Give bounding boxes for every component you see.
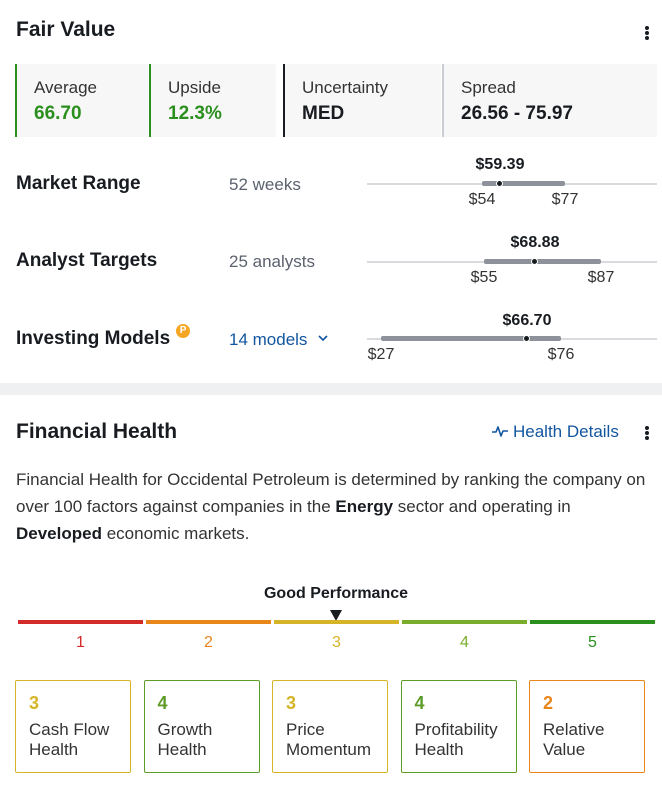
metric-accent-bar bbox=[15, 64, 17, 137]
metric-value: 26.56 - 75.97 bbox=[461, 103, 573, 124]
scale-segment bbox=[146, 620, 271, 624]
market-range-period: 52 weeks bbox=[229, 175, 301, 194]
desc-text: Financial Health for Occidental Petroleu… bbox=[16, 470, 646, 516]
investing-models-marker bbox=[523, 335, 530, 342]
chevron-down-icon bbox=[318, 327, 328, 347]
desc-market: Developed bbox=[16, 524, 102, 543]
metric-spread: Spread 26.56 - 75.97 bbox=[442, 64, 657, 137]
metric-uncertainty: Uncertainty MED bbox=[283, 64, 441, 137]
metric-label: Uncertainty bbox=[302, 78, 388, 97]
scale-number: 2 bbox=[204, 634, 213, 651]
health-category-card[interactable]: 3 Cash Flow Health bbox=[15, 680, 131, 773]
fair-value-more-icon[interactable] bbox=[637, 22, 657, 44]
health-category-score: 4 bbox=[157, 693, 168, 713]
metric-average: Average 66.70 bbox=[15, 64, 148, 137]
fair-value-title: Fair Value bbox=[16, 18, 116, 41]
health-category-score: 3 bbox=[29, 693, 40, 713]
metric-accent-bar bbox=[442, 64, 444, 137]
investing-models-high: $76 bbox=[547, 346, 575, 363]
scale-number: 3 bbox=[332, 634, 341, 651]
desc-text: sector and operating in bbox=[393, 497, 571, 516]
fair-value-card: Fair Value Average 66.70 Upside 12.3% Un… bbox=[0, 0, 662, 383]
analyst-targets-bar bbox=[484, 259, 601, 264]
pulse-icon bbox=[491, 422, 509, 442]
analyst-targets-count: 25 analysts bbox=[229, 252, 315, 271]
health-category-score: 4 bbox=[414, 693, 425, 713]
analyst-targets-low: $55 bbox=[470, 269, 498, 286]
market-range-current: $59.39 bbox=[475, 156, 525, 173]
performance-marker-icon bbox=[330, 610, 342, 621]
scale-number: 4 bbox=[460, 634, 469, 651]
investing-models-count: 14 models bbox=[229, 330, 308, 349]
investing-models-label: Investing Models P bbox=[16, 324, 191, 350]
market-range-high: $77 bbox=[551, 191, 579, 208]
financial-health-title: Financial Health bbox=[16, 420, 178, 443]
health-category-score: 3 bbox=[286, 693, 297, 713]
health-category-card[interactable]: 4 Profitability Health bbox=[400, 680, 517, 773]
metric-value: MED bbox=[302, 103, 345, 124]
health-category-name: Profitability Health bbox=[414, 720, 498, 759]
financial-health-more-icon[interactable] bbox=[637, 422, 657, 444]
investing-models-text: Investing Models bbox=[16, 328, 171, 349]
health-details-link[interactable]: Health Details bbox=[491, 422, 619, 442]
scale-segment bbox=[402, 620, 527, 624]
desc-text: economic markets. bbox=[101, 524, 250, 543]
market-range-marker bbox=[496, 180, 503, 187]
investing-models-low: $27 bbox=[367, 346, 395, 363]
metric-upside: Upside 12.3% bbox=[149, 64, 276, 137]
scale-number: 5 bbox=[588, 634, 597, 651]
market-range-bar bbox=[482, 181, 565, 186]
metric-accent-bar bbox=[149, 64, 151, 137]
financial-health-description: Financial Health for Occidental Petroleu… bbox=[16, 466, 646, 547]
health-category-name: Cash Flow Health bbox=[29, 720, 110, 759]
market-range-label: Market Range bbox=[16, 173, 141, 194]
investing-models-bar bbox=[381, 336, 561, 341]
analyst-targets-current: $68.88 bbox=[510, 234, 560, 251]
scale-number: 1 bbox=[76, 634, 85, 651]
analyst-targets-high: $87 bbox=[587, 269, 615, 286]
health-category-card[interactable]: 4 Growth Health bbox=[143, 680, 260, 773]
performance-label: Good Performance bbox=[263, 585, 409, 602]
metric-label: Average bbox=[34, 78, 98, 97]
scale-segment bbox=[530, 620, 655, 624]
metric-accent-bar bbox=[283, 64, 285, 137]
investing-models-current: $66.70 bbox=[502, 312, 552, 329]
health-category-name: Price Momentum bbox=[286, 720, 372, 759]
investing-models-dropdown[interactable]: 14 models bbox=[229, 330, 328, 350]
analyst-targets-label: Analyst Targets bbox=[16, 250, 158, 271]
metric-label: Upside bbox=[168, 78, 221, 97]
health-category-name: Growth Health bbox=[157, 720, 213, 759]
health-details-label: Health Details bbox=[513, 422, 619, 441]
pro-badge-icon: P bbox=[176, 324, 191, 338]
scale-segment bbox=[18, 620, 143, 624]
desc-sector: Energy bbox=[335, 497, 394, 516]
metric-label: Spread bbox=[461, 78, 516, 97]
market-range-low: $54 bbox=[468, 191, 496, 208]
analyst-targets-marker bbox=[531, 258, 538, 265]
health-category-name: Relative Value bbox=[543, 720, 605, 759]
metric-value: 66.70 bbox=[34, 103, 82, 124]
health-category-card[interactable]: 3 Price Momentum bbox=[272, 680, 388, 773]
health-category-score: 2 bbox=[543, 693, 554, 713]
scale-segment bbox=[274, 620, 399, 624]
metric-value: 12.3% bbox=[168, 103, 222, 124]
health-category-card[interactable]: 2 Relative Value bbox=[529, 680, 645, 773]
